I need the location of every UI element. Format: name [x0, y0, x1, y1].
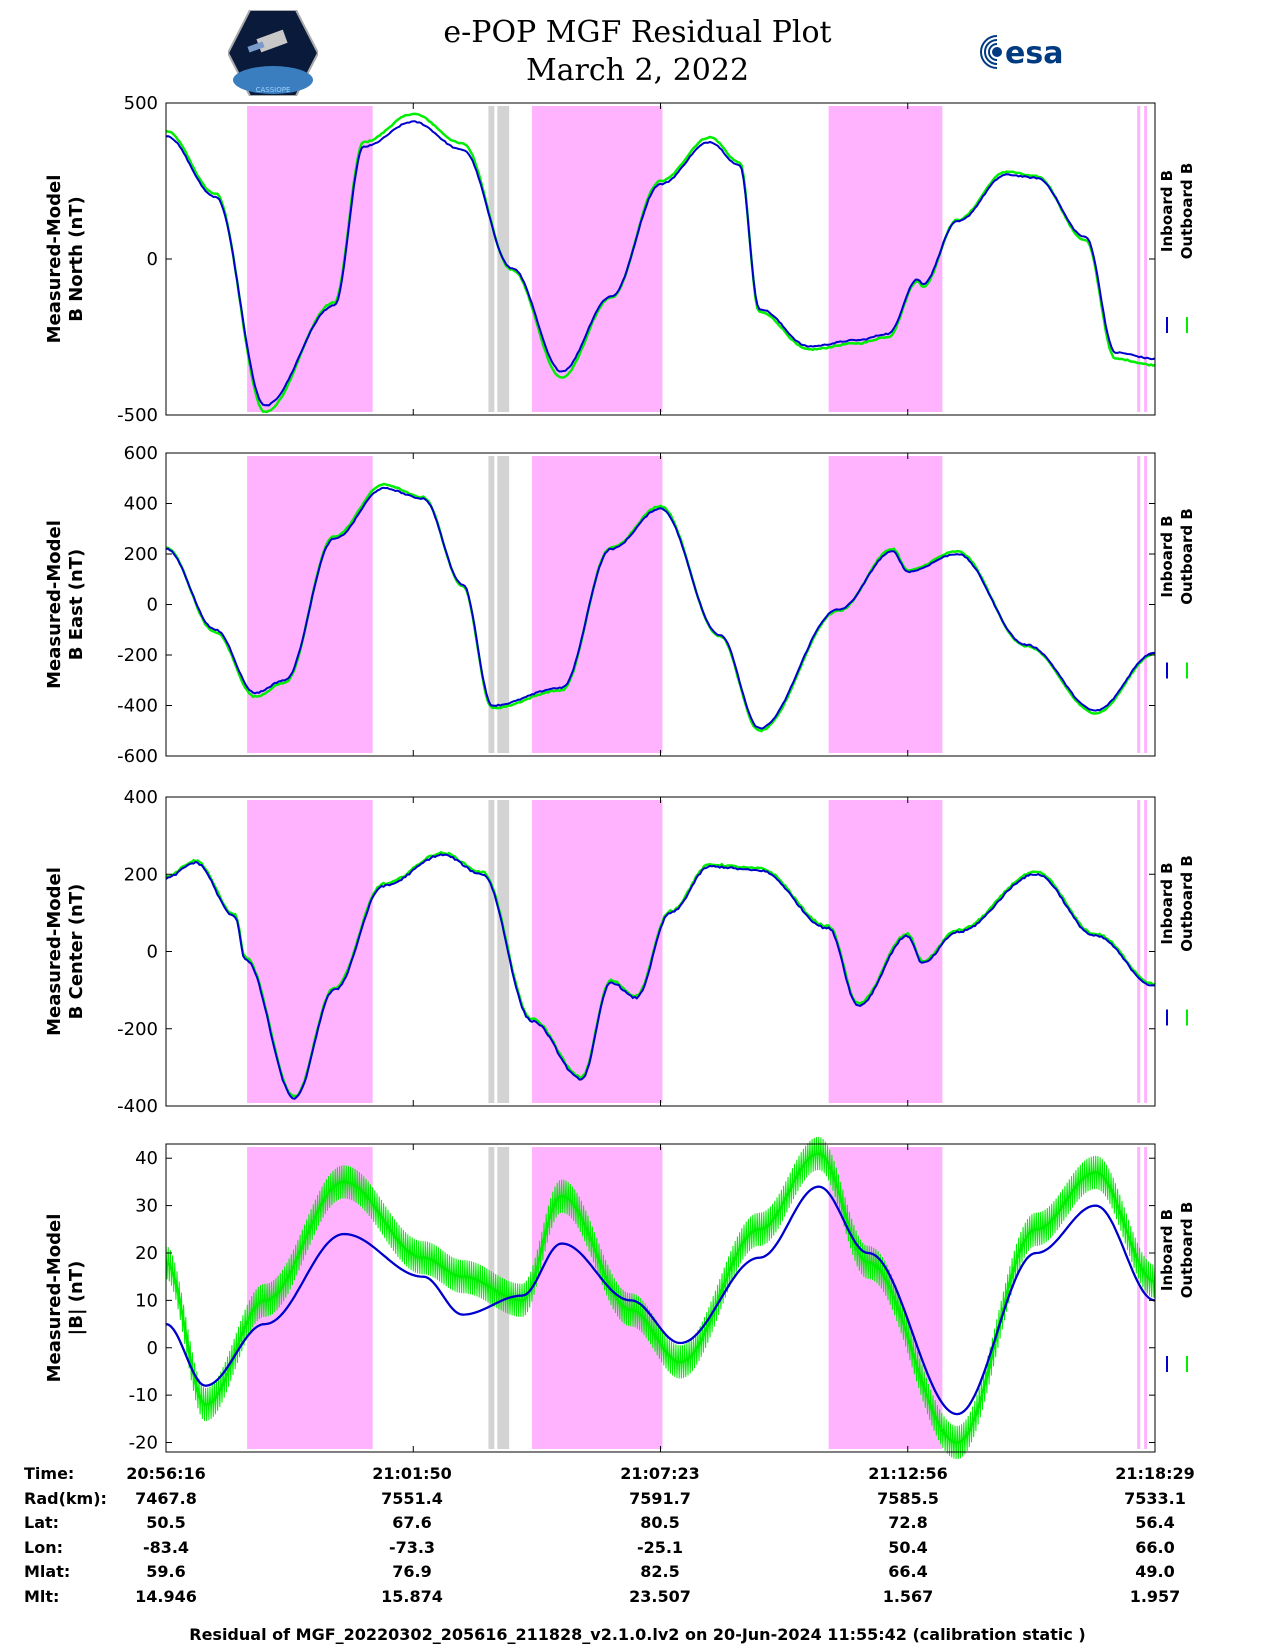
- y-tick-label: 40: [135, 1148, 158, 1169]
- y-axis-label-line-1: Measured-Model: [44, 1214, 65, 1383]
- page-title: e-POP MGF Residual Plot March 2, 2022: [0, 14, 1275, 90]
- magenta-band-4: [1137, 106, 1141, 412]
- y-tick-label: 20: [135, 1243, 158, 1264]
- footer-caption: Residual of MGF_20220302_205616_211828_v…: [189, 1625, 1086, 1644]
- magenta-band-2: [531, 1147, 663, 1449]
- y-tick-label: -20: [129, 1433, 158, 1454]
- y-axis-label-line-2: B East (nT): [66, 549, 87, 661]
- legend-label-inboard: Inboard B: [1158, 170, 1176, 252]
- magenta-band-5: [1144, 1147, 1148, 1449]
- y-axis-label-line-1: Measured-Model: [44, 175, 65, 344]
- chart-panel-1: 500 0 -500 Measured-Model B North (nT) Inboar…: [44, 93, 1196, 426]
- y-axis-label-line-2: B Center (nT): [66, 884, 87, 1020]
- legend-label-inboard: Inboard B: [1158, 862, 1176, 944]
- magenta-band-3: [828, 456, 943, 753]
- legend-label-outboard: Outboard B: [1178, 508, 1196, 605]
- legend-label-outboard: Outboard B: [1178, 1202, 1196, 1299]
- chart-panel-3: 400 200 0 -200 -400 Measured-Model B Center (n…: [44, 787, 1196, 1117]
- svg-text:esa: esa: [1005, 36, 1063, 71]
- magenta-band-2: [531, 456, 663, 753]
- y-axis-label-line-2: B North (nT): [66, 196, 87, 322]
- title-line-1: e-POP MGF Residual Plot: [443, 15, 832, 50]
- esa-logo: esa: [980, 35, 1063, 71]
- legend-label-outboard: Outboard B: [1178, 163, 1196, 260]
- magenta-band-2: [531, 106, 663, 412]
- gray-band-2: [497, 800, 510, 1103]
- legend-label-inboard: Inboard B: [1158, 515, 1176, 597]
- y-tick-label: -200: [117, 1019, 158, 1040]
- gray-band-1: [488, 1147, 495, 1449]
- y-tick-label: -200: [117, 645, 158, 666]
- y-tick-label: 200: [124, 544, 158, 565]
- y-tick-label: 0: [147, 249, 158, 270]
- y-tick-label: 10: [135, 1290, 158, 1311]
- magenta-band-4: [1137, 1147, 1141, 1449]
- magenta-band-4: [1137, 800, 1141, 1103]
- gray-band-1: [488, 456, 495, 753]
- y-tick-label: 500: [124, 93, 158, 114]
- y-tick-label: 200: [124, 864, 158, 885]
- chart-panel-2: 600 400 200 0 -200 -400 -600 Measured-Model B Ea…: [44, 443, 1196, 767]
- magenta-band-5: [1144, 800, 1148, 1103]
- magenta-band-1: [247, 800, 373, 1103]
- y-axis-label-line-1: Measured-Model: [44, 867, 65, 1036]
- y-tick-label: -400: [117, 1096, 158, 1117]
- magenta-band-5: [1144, 456, 1148, 753]
- y-tick-label: 600: [124, 443, 158, 464]
- y-tick-label: 0: [147, 1338, 158, 1359]
- gray-band-1: [488, 800, 495, 1103]
- y-tick-label: -10: [129, 1385, 158, 1406]
- y-tick-label: -400: [117, 696, 158, 717]
- gray-band-2: [497, 456, 510, 753]
- magenta-band-3: [828, 800, 943, 1103]
- outboard-series-line: [165, 112, 1156, 414]
- y-tick-label: 400: [124, 494, 158, 515]
- inboard-series-line-top: [165, 1185, 1156, 1416]
- magenta-band-1: [247, 106, 373, 412]
- y-tick-label: 0: [147, 595, 158, 616]
- inboard-series-line: [165, 486, 1156, 730]
- inboard-series-line: [165, 853, 1156, 1100]
- magenta-band-3: [828, 106, 943, 412]
- title-line-2: March 2, 2022: [525, 53, 750, 88]
- legend-label-outboard: Outboard B: [1178, 855, 1196, 952]
- svg-text:CASSIOPE: CASSIOPE: [256, 86, 291, 94]
- magenta-band-2: [531, 800, 663, 1103]
- y-tick-label: -600: [117, 746, 158, 767]
- y-axis-label-line-2: |B| (nT): [66, 1261, 87, 1336]
- y-tick-label: 0: [147, 942, 158, 963]
- gray-band-1: [488, 106, 495, 412]
- cassiope-logo: CASSIOPE: [228, 10, 318, 96]
- y-tick-label: 400: [124, 787, 158, 808]
- y-axis-label-line-1: Measured-Model: [44, 520, 65, 689]
- inboard-series-line: [165, 120, 1156, 407]
- y-tick-label: -500: [117, 405, 158, 426]
- y-tick-label: 30: [135, 1196, 158, 1217]
- magenta-band-4: [1137, 456, 1141, 753]
- magenta-band-5: [1144, 106, 1148, 412]
- legend-label-inboard: Inboard B: [1158, 1209, 1176, 1291]
- chart-panel-4: 40 30 20 10 0 -10 -20 Measured-Model |B| (nT) Inb…: [44, 1136, 1196, 1460]
